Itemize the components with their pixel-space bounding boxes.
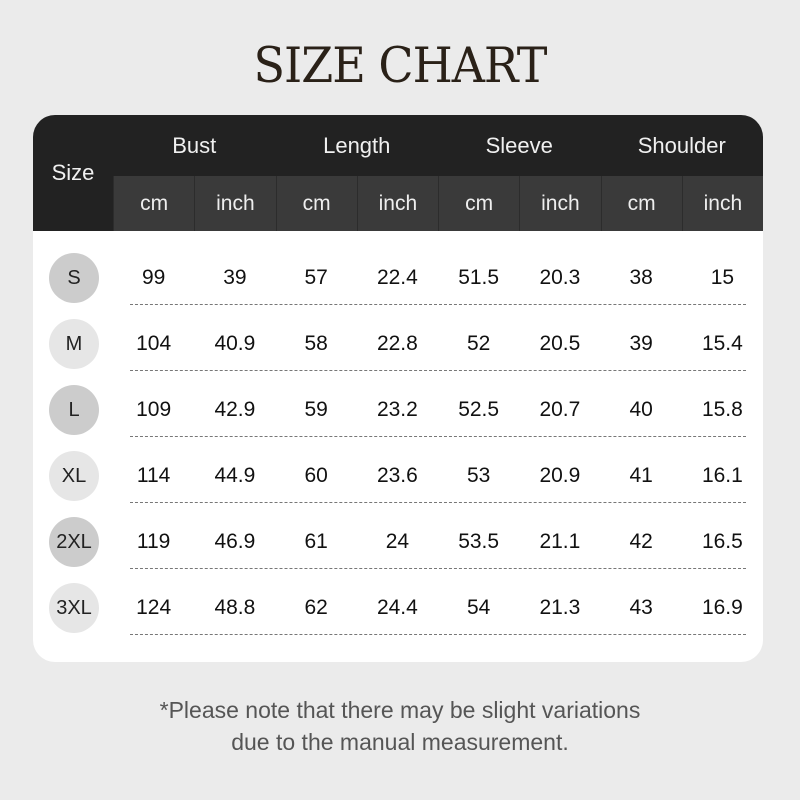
table-cell: 16.1 [701, 464, 743, 487]
table-cell: 24 [385, 530, 410, 553]
table-cell: 15.4 [701, 332, 743, 355]
table-cell: 53 [466, 464, 491, 487]
table-cell: 42 [629, 530, 653, 553]
table-cell: 52.5 [458, 398, 500, 421]
table-row: S 99 39 57 22.4 51.5 20.3 38 15 [33, 244, 763, 310]
unit-header: cm [600, 176, 682, 231]
table-cell: 40 [629, 398, 653, 421]
footnote-line: due to the manual measurement. [231, 729, 569, 755]
size-badge: XL [49, 451, 99, 501]
size-header: Size [51, 160, 95, 185]
unit-header: inch [519, 176, 600, 231]
table-cell: 54 [466, 596, 491, 619]
table-cell: 43 [629, 596, 653, 619]
table-cell: 20.5 [539, 332, 581, 355]
table-cell: 124 [136, 596, 172, 619]
column-group-header: Bust [172, 133, 217, 158]
column-group-header: Shoulder [637, 133, 726, 158]
unit-header: inch [194, 176, 275, 231]
table-cell: 61 [304, 530, 328, 553]
row-divider [130, 370, 746, 371]
table-cell: 119 [136, 530, 171, 553]
table-cell: 104 [136, 332, 172, 355]
table-cell: 58 [304, 332, 328, 355]
table-cell: 20.3 [539, 266, 581, 289]
table-cell: 41 [629, 464, 653, 487]
footnote-line: *Please note that there may be slight va… [159, 697, 641, 723]
table-cell: 114 [136, 464, 171, 487]
row-divider [130, 502, 746, 503]
table-cell: 15 [710, 266, 735, 289]
unit-header: inch [356, 176, 438, 231]
row-divider [130, 568, 746, 569]
table-cell: 42.9 [214, 398, 256, 421]
table-row: L 109 42.9 59 23.2 52.5 20.7 40 15.8 [33, 376, 763, 442]
table-cell: 59 [304, 398, 328, 421]
table-header: Size Bust Length Sleeve Shoulder cm inch cm in… [33, 115, 763, 231]
table-cell: 38 [629, 266, 653, 289]
unit-header: cm [275, 176, 357, 231]
unit-header: cm [113, 176, 194, 231]
table-cell: 16.9 [701, 596, 743, 619]
table-cell: 62 [304, 596, 328, 619]
table-cell: 20.9 [539, 464, 581, 487]
row-divider [130, 436, 746, 437]
table-cell: 22.4 [376, 266, 418, 289]
table-cell: 53.5 [458, 530, 500, 553]
table-cell: 24.4 [376, 596, 418, 619]
size-badge: S [49, 253, 99, 303]
row-divider [130, 634, 746, 635]
size-badge: L [49, 385, 99, 435]
row-divider [130, 304, 746, 305]
table-row: M 104 40.9 58 22.8 52 20.5 39 15.4 [33, 310, 763, 376]
table-cell: 44.9 [214, 464, 256, 487]
unit-header: inch [681, 176, 763, 231]
table-cell: 99 [141, 266, 166, 289]
size-badge: M [49, 319, 99, 369]
footnote: *Please note that there may be slight va… [0, 694, 800, 758]
table-cell: 51.5 [458, 266, 500, 289]
table-cell: 22.8 [376, 332, 418, 355]
table-cell: 39 [629, 332, 653, 355]
table-cell: 20.7 [539, 398, 581, 421]
table-cell: 48.8 [214, 596, 256, 619]
table-cell: 16.5 [701, 530, 743, 553]
page-title: SIZE CHART [253, 36, 548, 94]
table-cell: 23.6 [376, 464, 418, 487]
size-badge: 3XL [49, 583, 99, 633]
table-row: 2XL 119 46.9 61 24 53.5 21.1 42 16.5 [33, 508, 763, 574]
table-cell: 60 [304, 464, 328, 487]
table-cell: 46.9 [214, 530, 256, 553]
table-cell: 109 [136, 398, 172, 421]
table-cell: 40.9 [214, 332, 256, 355]
table-cell: 39 [223, 266, 247, 289]
column-group-header: Length [323, 133, 391, 158]
table-cell: 15.8 [701, 398, 743, 421]
table-cell: 52 [466, 332, 491, 355]
column-group-header: Sleeve [485, 133, 553, 158]
table-cell: 57 [304, 266, 328, 289]
table-cell: 21.1 [539, 530, 581, 553]
table-cell: 23.2 [376, 398, 418, 421]
table-cell: 21.3 [539, 596, 581, 619]
size-badge: 2XL [49, 517, 99, 567]
table-row: XL 114 44.9 60 23.6 53 20.9 41 16.1 [33, 442, 763, 508]
table-row: 3XL 124 48.8 62 24.4 54 21.3 43 16.9 [33, 574, 763, 640]
unit-header: cm [438, 176, 519, 231]
size-table: Size Bust Length Sleeve Shoulder cm inch cm in… [33, 115, 763, 662]
